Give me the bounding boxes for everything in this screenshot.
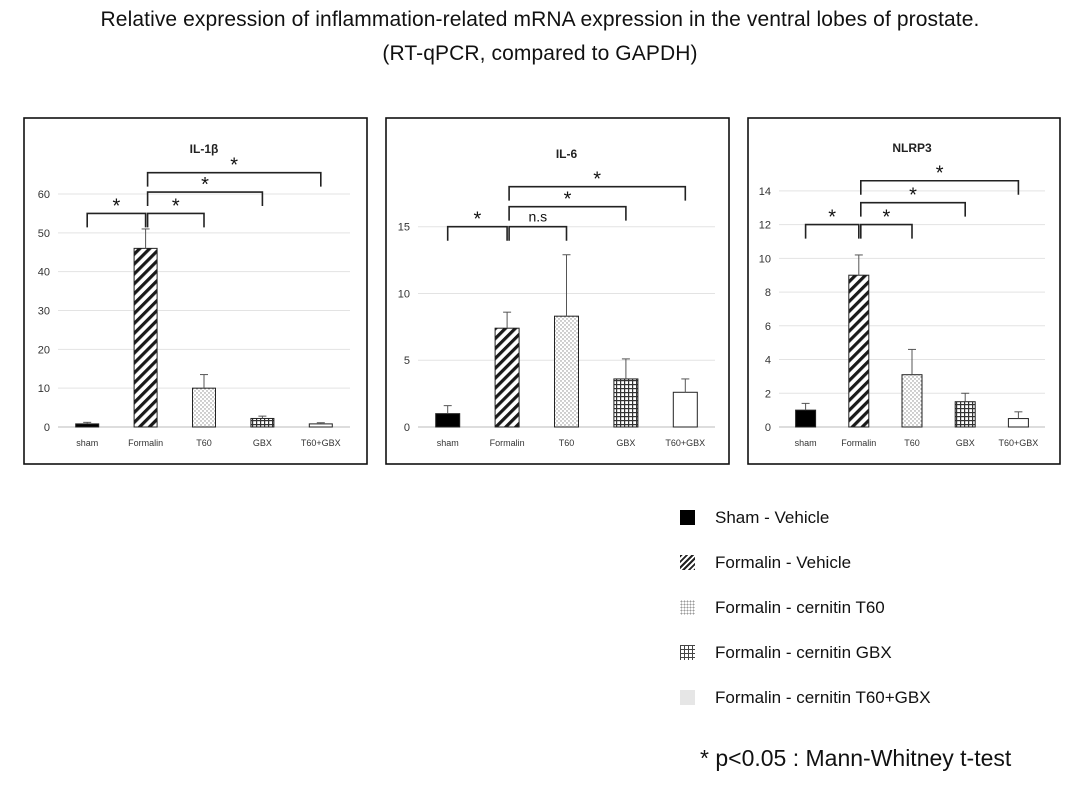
significance-label: *: [909, 185, 917, 207]
y-tick-label: 10: [398, 288, 410, 300]
legend-swatch: [680, 510, 695, 525]
x-tick-label: Formalin: [128, 438, 163, 448]
significance-bracket: [146, 212, 205, 228]
x-tick-label: T60: [196, 438, 212, 448]
significance-bracket: [86, 212, 147, 228]
significance-label: *: [936, 163, 944, 185]
bar-sham: [75, 423, 100, 428]
y-tick-label: 12: [759, 220, 771, 232]
legend-label: Formalin - cernitin T60+GBX: [715, 688, 931, 707]
significance-label: *: [593, 169, 601, 191]
x-tick-label: T60+GBX: [301, 438, 341, 448]
significance-label: *: [113, 195, 121, 217]
significance-bracket: [860, 201, 966, 217]
y-tick-label: 10: [38, 383, 50, 395]
y-tick-label: 30: [38, 306, 50, 318]
y-tick-label: 10: [759, 253, 771, 265]
significance-label: *: [172, 195, 180, 217]
x-tick-label: sham: [437, 438, 459, 448]
chart-panel-3: NLRP3 0 2 4 6 8 10 12 14 sham Formalin T60 GBX T60+GB…: [747, 117, 1061, 465]
bar-t60-gbx: [672, 391, 698, 428]
y-tick-label: 15: [398, 222, 410, 234]
bar-gbx: [250, 417, 275, 428]
y-tick-label: 0: [404, 422, 410, 434]
significance-bracket: [508, 185, 687, 201]
y-tick-label: 5: [404, 355, 410, 367]
x-tick-label: T60+GBX: [999, 438, 1039, 448]
significance-bracket: [508, 205, 627, 221]
significance-label: *: [883, 207, 891, 229]
chart-title: IL-6: [556, 147, 578, 161]
legend-label: Formalin - Vehicle: [715, 553, 852, 572]
significance-bracket: [146, 191, 264, 207]
legend-label: Sham - Vehicle: [715, 508, 830, 527]
y-tick-label: 20: [38, 344, 50, 356]
significance-bracket: [446, 225, 508, 241]
x-tick-label: GBX: [253, 438, 272, 448]
significance-label: n.s: [528, 209, 547, 225]
significance-bracket: [804, 223, 860, 239]
bar-sham: [435, 413, 461, 428]
bar-t60-gbx: [1007, 418, 1029, 428]
legend-label: Formalin - cernitin T60: [715, 598, 885, 617]
significance-bracket: [860, 223, 913, 239]
y-tick-label: 60: [38, 189, 50, 201]
significance-bracket: [146, 171, 322, 187]
y-tick-label: 2: [765, 388, 771, 400]
legend-swatch: [680, 645, 695, 660]
legend-label: Formalin - cernitin GBX: [715, 643, 892, 662]
chart-panel-1: IL-1β 0 10 20 30 40 50 60 sham Formalin T60 GBX T60+…: [23, 117, 368, 465]
y-tick-label: 40: [38, 267, 50, 279]
bar-formalin: [494, 327, 520, 428]
significance-bracket: [508, 225, 568, 241]
x-tick-label: sham: [76, 438, 98, 448]
y-tick-label: 50: [38, 228, 50, 240]
bar-t60-gbx: [308, 423, 333, 428]
significance-label: *: [201, 174, 209, 196]
significance-label: *: [474, 209, 482, 231]
figure-title: Relative expression of inflammation-rela…: [100, 8, 980, 31]
x-tick-label: T60: [559, 438, 575, 448]
significance-label: *: [230, 155, 238, 177]
bar-gbx: [954, 401, 976, 428]
x-tick-label: sham: [795, 438, 817, 448]
bar-t60: [901, 374, 923, 428]
y-tick-label: 4: [765, 355, 771, 367]
figure-subtitle: (RT-qPCR, compared to GAPDH): [382, 42, 698, 65]
significance-bracket: [860, 179, 1020, 195]
bar-sham: [795, 409, 817, 428]
bar-t60: [554, 315, 579, 428]
y-tick-label: 6: [765, 321, 771, 333]
chart-title: IL-1β: [190, 142, 219, 156]
bar-formalin: [848, 274, 870, 428]
significance-label: *: [564, 189, 572, 211]
bar-formalin: [133, 247, 158, 428]
bar-t60: [192, 387, 216, 428]
footnote: * p<0.05 : Mann-Whitney t-test: [700, 745, 1012, 771]
x-tick-label: GBX: [616, 438, 635, 448]
x-tick-label: T60+GBX: [665, 438, 705, 448]
y-tick-label: 0: [765, 422, 771, 434]
significance-label: *: [828, 207, 836, 229]
legend-swatch: [680, 600, 695, 615]
legend-swatch: [680, 555, 695, 570]
y-tick-label: 14: [759, 186, 771, 198]
x-tick-label: Formalin: [490, 438, 525, 448]
x-tick-label: T60: [904, 438, 920, 448]
chart-panel-2: IL-6 0 5 10 15 sham Formalin T60 GBX T60+GBX * n.s *…: [385, 117, 730, 465]
y-tick-label: 8: [765, 287, 771, 299]
x-tick-label: Formalin: [841, 438, 876, 448]
x-tick-label: GBX: [956, 438, 975, 448]
legend-swatch: [680, 690, 695, 705]
chart-title: NLRP3: [892, 141, 932, 155]
y-tick-label: 0: [44, 422, 50, 434]
bar-gbx: [613, 378, 639, 428]
